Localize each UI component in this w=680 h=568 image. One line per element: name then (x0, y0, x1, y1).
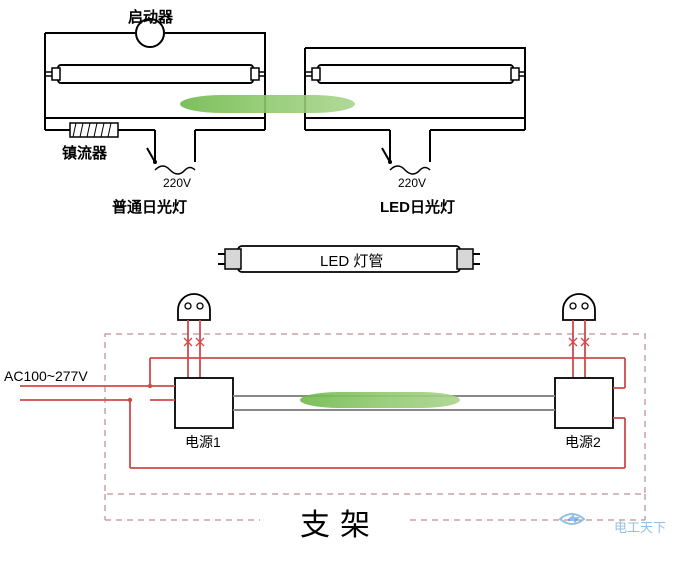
psu1-label: 电源1 (185, 432, 221, 452)
socket-left (178, 294, 210, 346)
socket-right (563, 294, 595, 346)
led-title: LED日光灯 (380, 196, 455, 217)
ac-source-right (390, 166, 430, 174)
ac-label: AC100~277V (4, 368, 88, 384)
frame-label: 支架 (300, 500, 380, 544)
psu2-label: 电源2 (565, 432, 601, 452)
led-tube-top (318, 65, 513, 83)
psu1-box (175, 378, 233, 428)
watermark-smudge-bottom (300, 392, 460, 408)
switch-right (382, 130, 392, 164)
watermark-text: 电工天下 (614, 517, 666, 536)
psu2-box (555, 378, 613, 428)
watermark-smudge-top (180, 95, 355, 113)
voltage-right: 220V (398, 176, 426, 190)
led-tube-label: LED 灯管 (320, 250, 383, 271)
